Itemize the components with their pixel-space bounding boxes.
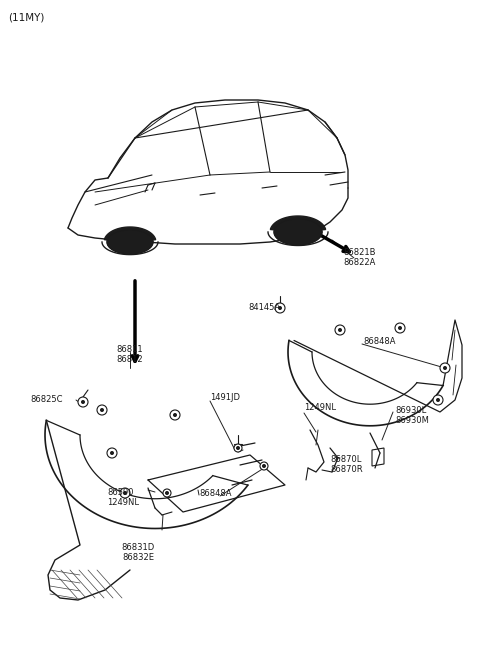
Circle shape (81, 400, 85, 404)
Text: 86825C: 86825C (30, 396, 62, 405)
Text: 86848A: 86848A (199, 489, 231, 498)
Polygon shape (270, 216, 325, 231)
Circle shape (170, 410, 180, 420)
Circle shape (433, 395, 443, 405)
Circle shape (436, 398, 440, 402)
Circle shape (100, 408, 104, 412)
Text: 1491JD: 1491JD (210, 394, 240, 403)
Text: (11MY): (11MY) (8, 12, 44, 22)
Circle shape (440, 363, 450, 373)
Circle shape (173, 413, 177, 417)
Circle shape (110, 451, 114, 455)
Circle shape (338, 328, 342, 332)
Circle shape (123, 491, 127, 495)
Text: 86831D
86832E: 86831D 86832E (121, 543, 155, 563)
Circle shape (443, 366, 447, 370)
Circle shape (120, 488, 130, 498)
Circle shape (236, 446, 240, 450)
Text: 86848A: 86848A (363, 337, 396, 345)
Circle shape (395, 323, 405, 333)
Polygon shape (274, 219, 322, 245)
Text: 86821B
86822A: 86821B 86822A (343, 248, 375, 267)
Circle shape (260, 462, 268, 470)
Circle shape (275, 303, 285, 313)
Circle shape (398, 326, 402, 330)
Text: 86590
1249NL: 86590 1249NL (107, 488, 139, 508)
Circle shape (97, 405, 107, 415)
Text: 1249NL: 1249NL (304, 403, 336, 413)
Polygon shape (107, 230, 153, 254)
Circle shape (107, 448, 117, 458)
Text: 86811
86812: 86811 86812 (117, 345, 144, 364)
Text: 86870L
86870R: 86870L 86870R (330, 455, 362, 474)
Circle shape (278, 306, 282, 310)
Circle shape (335, 325, 345, 335)
Polygon shape (104, 227, 156, 240)
Circle shape (234, 444, 242, 452)
Text: 86930L
86930M: 86930L 86930M (395, 406, 429, 425)
Circle shape (262, 464, 266, 468)
Circle shape (163, 489, 171, 497)
Text: 84145A: 84145A (248, 303, 280, 312)
Circle shape (165, 491, 169, 495)
Circle shape (78, 397, 88, 407)
